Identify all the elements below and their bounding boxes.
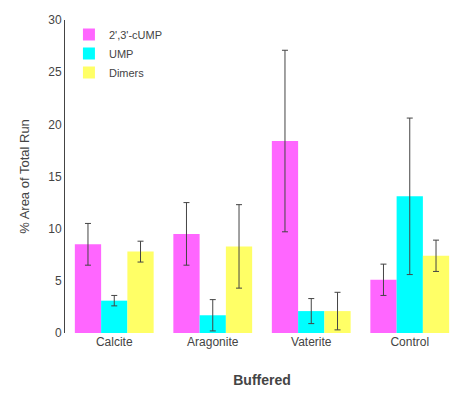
- svg-text:2',3'-cUMP: 2',3'-cUMP: [109, 29, 162, 41]
- svg-text:Vaterite: Vaterite: [291, 335, 332, 349]
- svg-text:Aragonite: Aragonite: [187, 335, 239, 349]
- svg-text:Control: Control: [390, 335, 429, 349]
- svg-text:5: 5: [55, 274, 62, 288]
- svg-text:20: 20: [48, 118, 62, 132]
- svg-text:Calcite: Calcite: [96, 335, 133, 349]
- svg-text:25: 25: [48, 65, 62, 79]
- svg-text:% Area of Total Run: % Area of Total Run: [17, 119, 32, 234]
- svg-text:10: 10: [48, 222, 62, 236]
- svg-text:Dimers: Dimers: [109, 67, 144, 79]
- svg-text:UMP: UMP: [109, 48, 133, 60]
- svg-text:Buffered: Buffered: [233, 372, 291, 388]
- svg-text:0: 0: [55, 326, 62, 340]
- svg-text:30: 30: [48, 13, 62, 27]
- svg-text:15: 15: [48, 170, 62, 184]
